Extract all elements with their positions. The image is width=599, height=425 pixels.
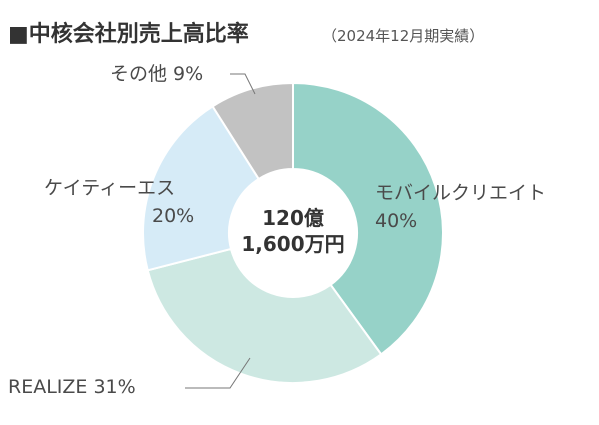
slice-label-mobilecreate-value: 40% [375, 210, 417, 232]
slice-label-mobilecreate-name: モバイルクリエイト [375, 182, 546, 204]
slice-label-kts-value: 20% [152, 205, 194, 227]
donut-slice-realize [146, 247, 383, 384]
leader-line-other [230, 73, 256, 95]
center-label: 120億 1,600万円 [241, 206, 344, 256]
chart-title: ■中核会社別売上高比率 [8, 21, 249, 47]
slice-label-kts-name: ケイティーエス [44, 177, 175, 199]
slice-label-realize: REALIZE 31% [8, 376, 136, 398]
donut-slice-kts [142, 104, 261, 272]
leader-line-realize [185, 357, 251, 389]
center-label-line1: 120億 [262, 206, 324, 230]
center-label-line2: 1,600万円 [241, 232, 344, 256]
donut-slice-other [211, 81, 294, 181]
chart-subtitle: （2024年12月期実績） [322, 27, 484, 45]
slice-label-other: その他 9% [110, 63, 203, 85]
donut-slices [142, 81, 444, 384]
donut-slice-mobilecreate [292, 81, 444, 356]
